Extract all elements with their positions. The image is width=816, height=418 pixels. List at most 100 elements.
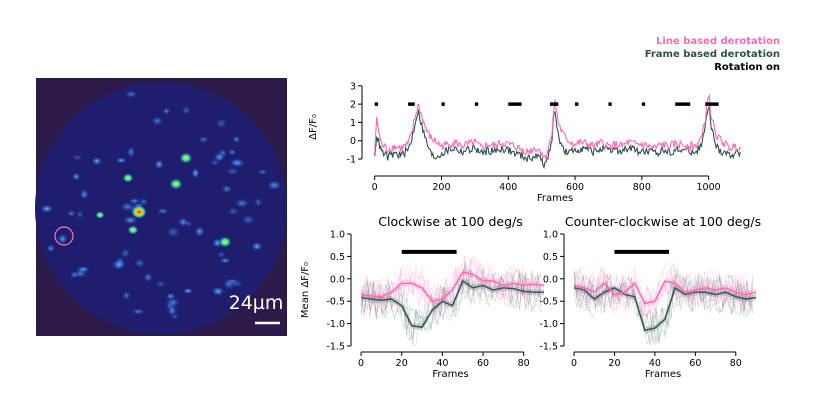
y-axis-label: Mean ΔF/F₀	[300, 262, 311, 318]
cell-body	[183, 219, 193, 228]
single-trial-trace	[360, 272, 542, 339]
y-tick-label: -1.5	[326, 342, 345, 353]
counter-clockwise-chart: 0 20 40 60 80 -1.5 -1.0 -0.5 0.0 0.5 1.0 Frames Coun…	[539, 214, 761, 380]
cell-body	[120, 248, 131, 259]
series-line	[573, 280, 757, 305]
cell-body	[216, 250, 227, 259]
chart-title: Counter-clockwise at 100 deg/s	[565, 214, 761, 229]
cell-body	[110, 259, 127, 271]
cell-body	[253, 197, 263, 208]
x-tick-label: 80	[518, 358, 530, 369]
series-line	[573, 286, 757, 332]
x-tick-label: 0	[358, 358, 364, 369]
cell-body	[182, 287, 194, 294]
cell-body	[266, 180, 282, 191]
x-tick-label: 800	[633, 182, 651, 193]
cell-body	[161, 107, 171, 115]
single-trial-trace	[360, 255, 542, 316]
cell-body	[251, 241, 263, 252]
cell-body	[181, 105, 192, 115]
cell-body	[234, 198, 250, 208]
legend: Line based derotation Frame based derota…	[645, 36, 780, 73]
cell-body	[79, 188, 89, 200]
single-trial-trace	[573, 262, 754, 319]
x-tick-label: 200	[432, 182, 450, 193]
cell-body	[76, 209, 84, 220]
cell-body	[197, 135, 210, 144]
legend-line-based: Line based derotation	[656, 36, 780, 47]
single-trial-trace	[573, 271, 754, 345]
y-axis-label: ΔF/F₀	[308, 114, 319, 140]
cell-body	[227, 148, 237, 156]
micrograph-panel: 24µm	[35, 78, 287, 336]
single-trial-trace	[360, 262, 542, 336]
cell-body-hot	[131, 205, 147, 219]
scalebar-label: 24µm	[229, 292, 284, 314]
cell-body	[191, 167, 200, 179]
cell-body	[46, 244, 56, 253]
cell-body	[215, 117, 228, 129]
cell-body	[154, 159, 165, 170]
cell-body	[122, 215, 139, 225]
x-tick-label: 80	[730, 358, 742, 369]
cell-body	[225, 167, 241, 176]
cell-body	[126, 145, 136, 158]
cell-body	[69, 270, 80, 279]
y-tick-label: -0.5	[539, 297, 558, 308]
cell-body	[232, 135, 241, 144]
cell-body-active	[169, 178, 183, 190]
single-trial-trace	[573, 273, 754, 343]
y-tick-label: -1	[347, 155, 356, 166]
series-line	[374, 93, 741, 160]
cell-body-active	[218, 236, 232, 248]
cell-body-active	[95, 211, 105, 219]
single-trial-trace	[573, 269, 754, 347]
x-axis-label: Frames	[645, 369, 681, 380]
cell-body	[122, 290, 131, 301]
cell-body-active	[122, 173, 134, 183]
x-tick-label: 60	[477, 358, 489, 369]
cell-body	[220, 184, 233, 194]
cell-body	[222, 278, 236, 291]
x-tick-label: 0	[571, 358, 577, 369]
single-trial-trace	[360, 260, 542, 315]
single-trial-trace	[360, 258, 542, 315]
cell-body	[124, 90, 138, 99]
y-tick-label: -1.0	[326, 319, 345, 330]
y-tick-label: 1.0	[543, 230, 558, 241]
y-tick-label: 1	[350, 118, 356, 129]
single-trial-trace	[573, 264, 754, 315]
cell-body	[165, 296, 181, 309]
y-tick-label: -1.5	[539, 342, 558, 353]
x-axis-label: Frames	[432, 369, 468, 380]
cell-body	[256, 168, 268, 176]
single-trial-trace	[360, 264, 542, 330]
cell-body	[131, 308, 145, 315]
x-tick-label: 20	[608, 358, 620, 369]
x-tick-label: 60	[689, 358, 701, 369]
cell-body	[66, 209, 76, 218]
cell-body	[57, 233, 68, 245]
y-tick-label: 3	[350, 81, 356, 92]
cell-body	[133, 258, 146, 268]
single-trial-trace	[573, 271, 754, 345]
single-trial-trace	[573, 264, 754, 315]
x-tick-label: 0	[372, 182, 378, 193]
x-tick-label: 40	[649, 358, 661, 369]
cell-body-active	[127, 225, 139, 235]
roi-circle	[54, 226, 74, 246]
single-trial-trace	[360, 260, 542, 321]
cell-body	[40, 204, 54, 214]
legend-rotation-on: Rotation on	[714, 62, 780, 73]
single-trial-trace	[573, 270, 754, 345]
single-trial-trace	[573, 269, 754, 317]
cell-body	[165, 226, 181, 238]
y-tick-label: 0.5	[330, 252, 345, 263]
single-trial-trace	[360, 255, 542, 312]
single-trial-trace	[573, 264, 754, 321]
cell-body	[91, 156, 103, 166]
cell-body-active	[179, 152, 193, 164]
cells-layer	[40, 90, 282, 320]
single-trial-trace	[360, 269, 542, 341]
